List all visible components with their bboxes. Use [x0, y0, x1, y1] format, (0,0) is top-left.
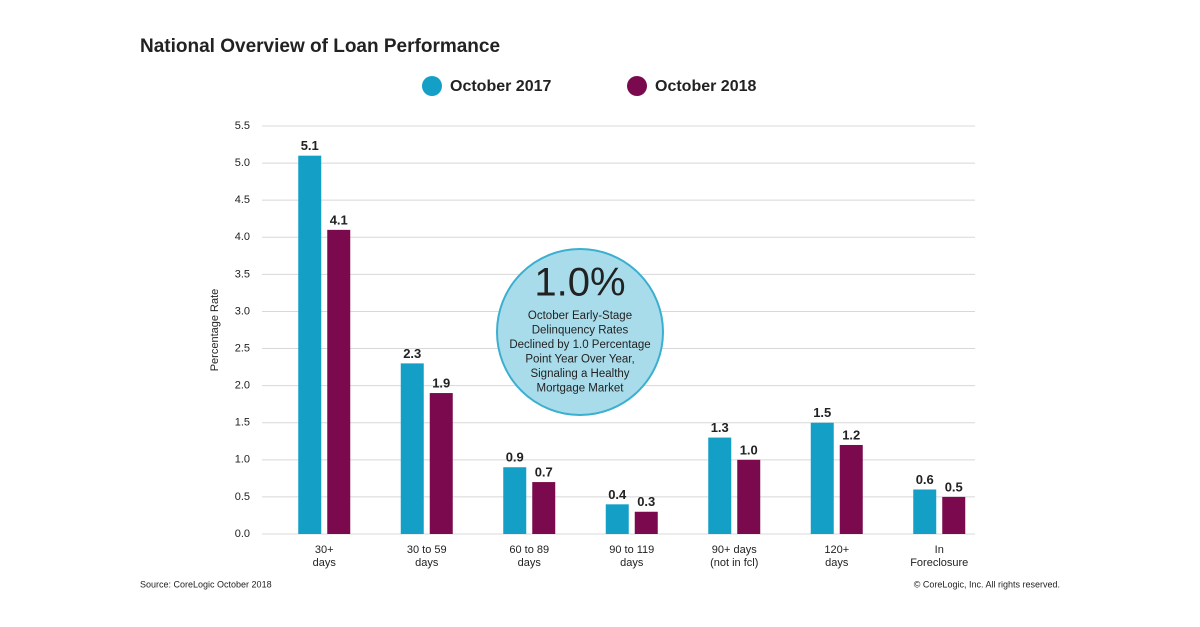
y-tick-label: 1.0: [235, 454, 250, 466]
y-tick-label: 0.5: [235, 491, 250, 503]
y-tick-label: 5.0: [235, 157, 250, 169]
annotation-text: Signaling a Healthy: [530, 368, 629, 380]
data-label: 5.1: [301, 138, 319, 153]
annotation-text: Point Year Over Year,: [525, 354, 634, 366]
x-tick-label: 60 to 89: [509, 544, 549, 556]
x-tick-label: 90+ days: [712, 544, 757, 556]
bar: [298, 155, 322, 534]
y-tick-label: 0.0: [235, 528, 250, 540]
data-label: 0.9: [506, 450, 524, 465]
x-tick-label: 30 to 59: [407, 544, 447, 556]
y-tick-label: 2.5: [235, 342, 250, 354]
bar: [810, 422, 834, 534]
data-label: 1.3: [711, 420, 729, 435]
data-label: 0.5: [945, 479, 963, 494]
x-tick-label: days: [620, 557, 644, 569]
data-label: 0.6: [916, 472, 934, 487]
y-axis-label: Percentage Rate: [209, 289, 221, 372]
annotation-text: Mortgage Market: [537, 383, 625, 395]
x-tick-label: In: [935, 544, 944, 556]
data-label: 0.3: [637, 494, 655, 509]
x-tick-label: days: [518, 557, 542, 569]
bar: [634, 511, 658, 534]
data-label: 0.7: [535, 465, 553, 480]
data-label: 2.3: [403, 346, 421, 361]
y-tick-label: 3.0: [235, 305, 250, 317]
bar: [839, 444, 863, 534]
bar: [737, 459, 761, 534]
source: Source: CoreLogic October 2018: [140, 579, 272, 589]
x-tick-label: days: [825, 557, 849, 569]
x-tick-label: Foreclosure: [910, 557, 968, 569]
x-tick-label: (not in fcl): [710, 557, 758, 569]
bar: [429, 393, 453, 534]
data-label: 1.9: [432, 375, 450, 390]
annotation-text: Declined by 1.0 Percentage: [509, 339, 650, 351]
data-label: 0.4: [608, 487, 627, 502]
data-label: 4.1: [330, 212, 348, 227]
legend-label: October 2018: [655, 78, 756, 95]
data-label: 1.5: [813, 405, 831, 420]
legend-swatch: [422, 76, 442, 96]
x-tick-label: 120+: [824, 544, 849, 556]
copyright: © CoreLogic, Inc. All rights reserved.: [914, 579, 1060, 589]
y-tick-label: 4.0: [235, 231, 250, 243]
bar: [942, 496, 966, 534]
annotation-text: October Early-Stage: [528, 310, 632, 322]
y-tick-label: 2.0: [235, 380, 250, 392]
annotation-text: Delinquency Rates: [532, 325, 629, 337]
y-tick-label: 3.5: [235, 268, 250, 280]
bar: [913, 489, 937, 534]
x-tick-label: 30+: [315, 544, 334, 556]
data-label: 1.0: [740, 442, 758, 457]
legend-label: October 2017: [450, 78, 551, 95]
bar: [327, 229, 351, 534]
chart-title: National Overview of Loan Performance: [140, 36, 500, 57]
annotation-circle: [496, 248, 664, 416]
bar: [532, 482, 556, 534]
bar: [400, 363, 424, 534]
annotation-headline: 1.0%: [534, 261, 625, 305]
x-tick-label: days: [415, 557, 439, 569]
legend-swatch: [627, 76, 647, 96]
x-tick-label: days: [313, 557, 337, 569]
bar: [503, 467, 527, 534]
bar: [605, 504, 629, 534]
x-tick-label: 90 to 119: [609, 544, 654, 556]
y-tick-label: 1.5: [235, 417, 250, 429]
data-label: 1.2: [842, 427, 860, 442]
y-tick-label: 5.5: [235, 120, 250, 132]
bar: [708, 437, 732, 534]
y-tick-label: 4.5: [235, 194, 250, 206]
